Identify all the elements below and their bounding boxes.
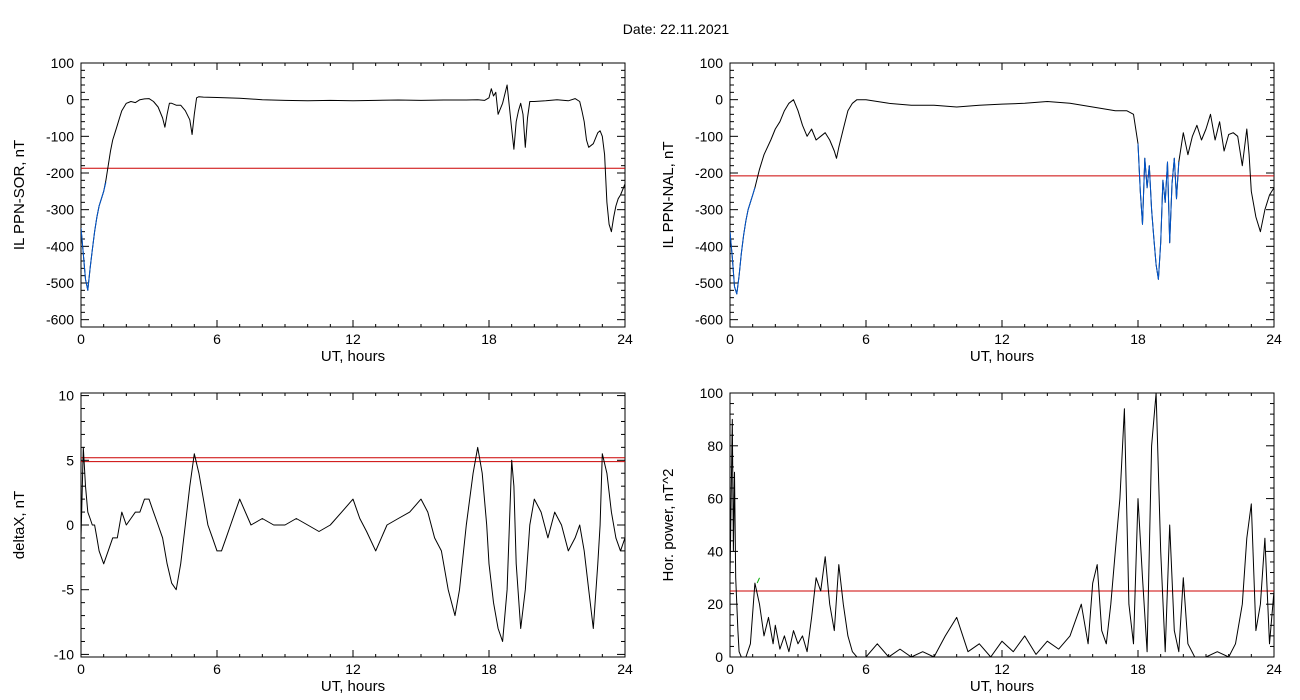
- y-tick-label: 100: [700, 55, 724, 71]
- y-tick-label: -500: [46, 275, 74, 291]
- panel-ppn-nal: 0 6 12 18 24 100 0 -100 -200 -300 -400 -500 -600 UT, …: [660, 55, 1282, 365]
- panel-ppn-sor: 0 6 12 18 24 100 0 -100 -200 -300 -400 -500 -600 UT, …: [11, 55, 633, 365]
- x-tick-label: 6: [213, 331, 221, 347]
- x-tick-label: 24: [617, 331, 633, 347]
- x-axis-label: UT, hours: [321, 348, 385, 365]
- date-title: Date: 22.11.2021: [623, 21, 730, 37]
- y-axis-label: IL PPN-NAL, nT: [660, 142, 677, 249]
- series-line: [756, 577, 760, 584]
- y-tick-label: -600: [46, 312, 74, 328]
- plot-frame: [80, 392, 626, 658]
- plot-frame: [80, 62, 626, 328]
- y-tick-label: 60: [707, 491, 723, 507]
- x-tick-label: 18: [1130, 661, 1146, 677]
- x-tick-label: 18: [481, 661, 497, 677]
- series-line: [81, 446, 625, 642]
- y-tick-label: 5: [66, 452, 74, 468]
- x-tick-label: 6: [862, 331, 870, 347]
- y-tick-label: 0: [715, 649, 723, 665]
- y-tick-label: 0: [715, 92, 723, 108]
- x-tick-label: 6: [213, 661, 221, 677]
- x-tick-label: 12: [994, 331, 1010, 347]
- x-tick-label: 12: [994, 661, 1010, 677]
- y-tick-label: 80: [707, 438, 723, 454]
- y-tick-label: -500: [695, 275, 723, 291]
- y-tick-label: -100: [695, 128, 723, 144]
- x-tick-label: 0: [726, 661, 734, 677]
- x-tick-label: 6: [862, 661, 870, 677]
- x-tick-label: 18: [1130, 331, 1146, 347]
- x-tick-label: 12: [345, 331, 361, 347]
- y-tick-label: 40: [707, 543, 723, 559]
- y-tick-label: -400: [695, 238, 723, 254]
- y-tick-label: 10: [58, 388, 74, 404]
- x-axis-label: UT, hours: [970, 348, 1034, 365]
- y-tick-label: 20: [707, 596, 723, 612]
- series-line: [730, 99, 1274, 295]
- y-tick-label: -200: [46, 165, 74, 181]
- y-tick-label: -400: [46, 238, 74, 254]
- y-axis-label: deltaX, nT: [11, 491, 28, 559]
- x-tick-label: 0: [77, 331, 85, 347]
- y-tick-label: -100: [46, 128, 74, 144]
- series-line: [730, 187, 756, 295]
- y-tick-label: 100: [700, 385, 724, 401]
- y-tick-label: 0: [66, 92, 74, 108]
- y-tick-label: -5: [62, 582, 75, 598]
- panel-hor-power: 0 6 12 18 24 100 80 60 40 20 0 UT, hours Hor. power,…: [660, 385, 1282, 695]
- x-tick-label: 12: [345, 661, 361, 677]
- y-tick-label: -600: [695, 312, 723, 328]
- y-axis-label: IL PPN-SOR, nT: [11, 140, 28, 250]
- x-tick-label: 18: [481, 331, 497, 347]
- x-tick-label: 24: [617, 661, 633, 677]
- y-tick-label: -300: [695, 202, 723, 218]
- y-tick-label: -300: [46, 202, 74, 218]
- x-tick-label: 0: [726, 331, 734, 347]
- x-tick-label: 24: [1266, 661, 1282, 677]
- series-line: [730, 393, 1274, 657]
- plot-frame: [729, 62, 1275, 328]
- series-line: [81, 84, 625, 291]
- series-line: [81, 182, 107, 291]
- panel-deltax: 0 6 12 18 24 10 5 0 -5 -10 UT, hours deltaX, nT: [11, 388, 633, 695]
- x-axis-label: UT, hours: [970, 678, 1034, 695]
- y-tick-label: 100: [51, 55, 75, 71]
- y-tick-label: 0: [66, 517, 74, 533]
- series-line: [1137, 143, 1180, 280]
- y-tick-label: -200: [695, 165, 723, 181]
- y-axis-label: Hor. power, nT^2: [660, 469, 677, 582]
- x-tick-label: 24: [1266, 331, 1282, 347]
- x-axis-label: UT, hours: [321, 678, 385, 695]
- y-tick-label: -10: [54, 646, 74, 662]
- x-tick-label: 0: [77, 661, 85, 677]
